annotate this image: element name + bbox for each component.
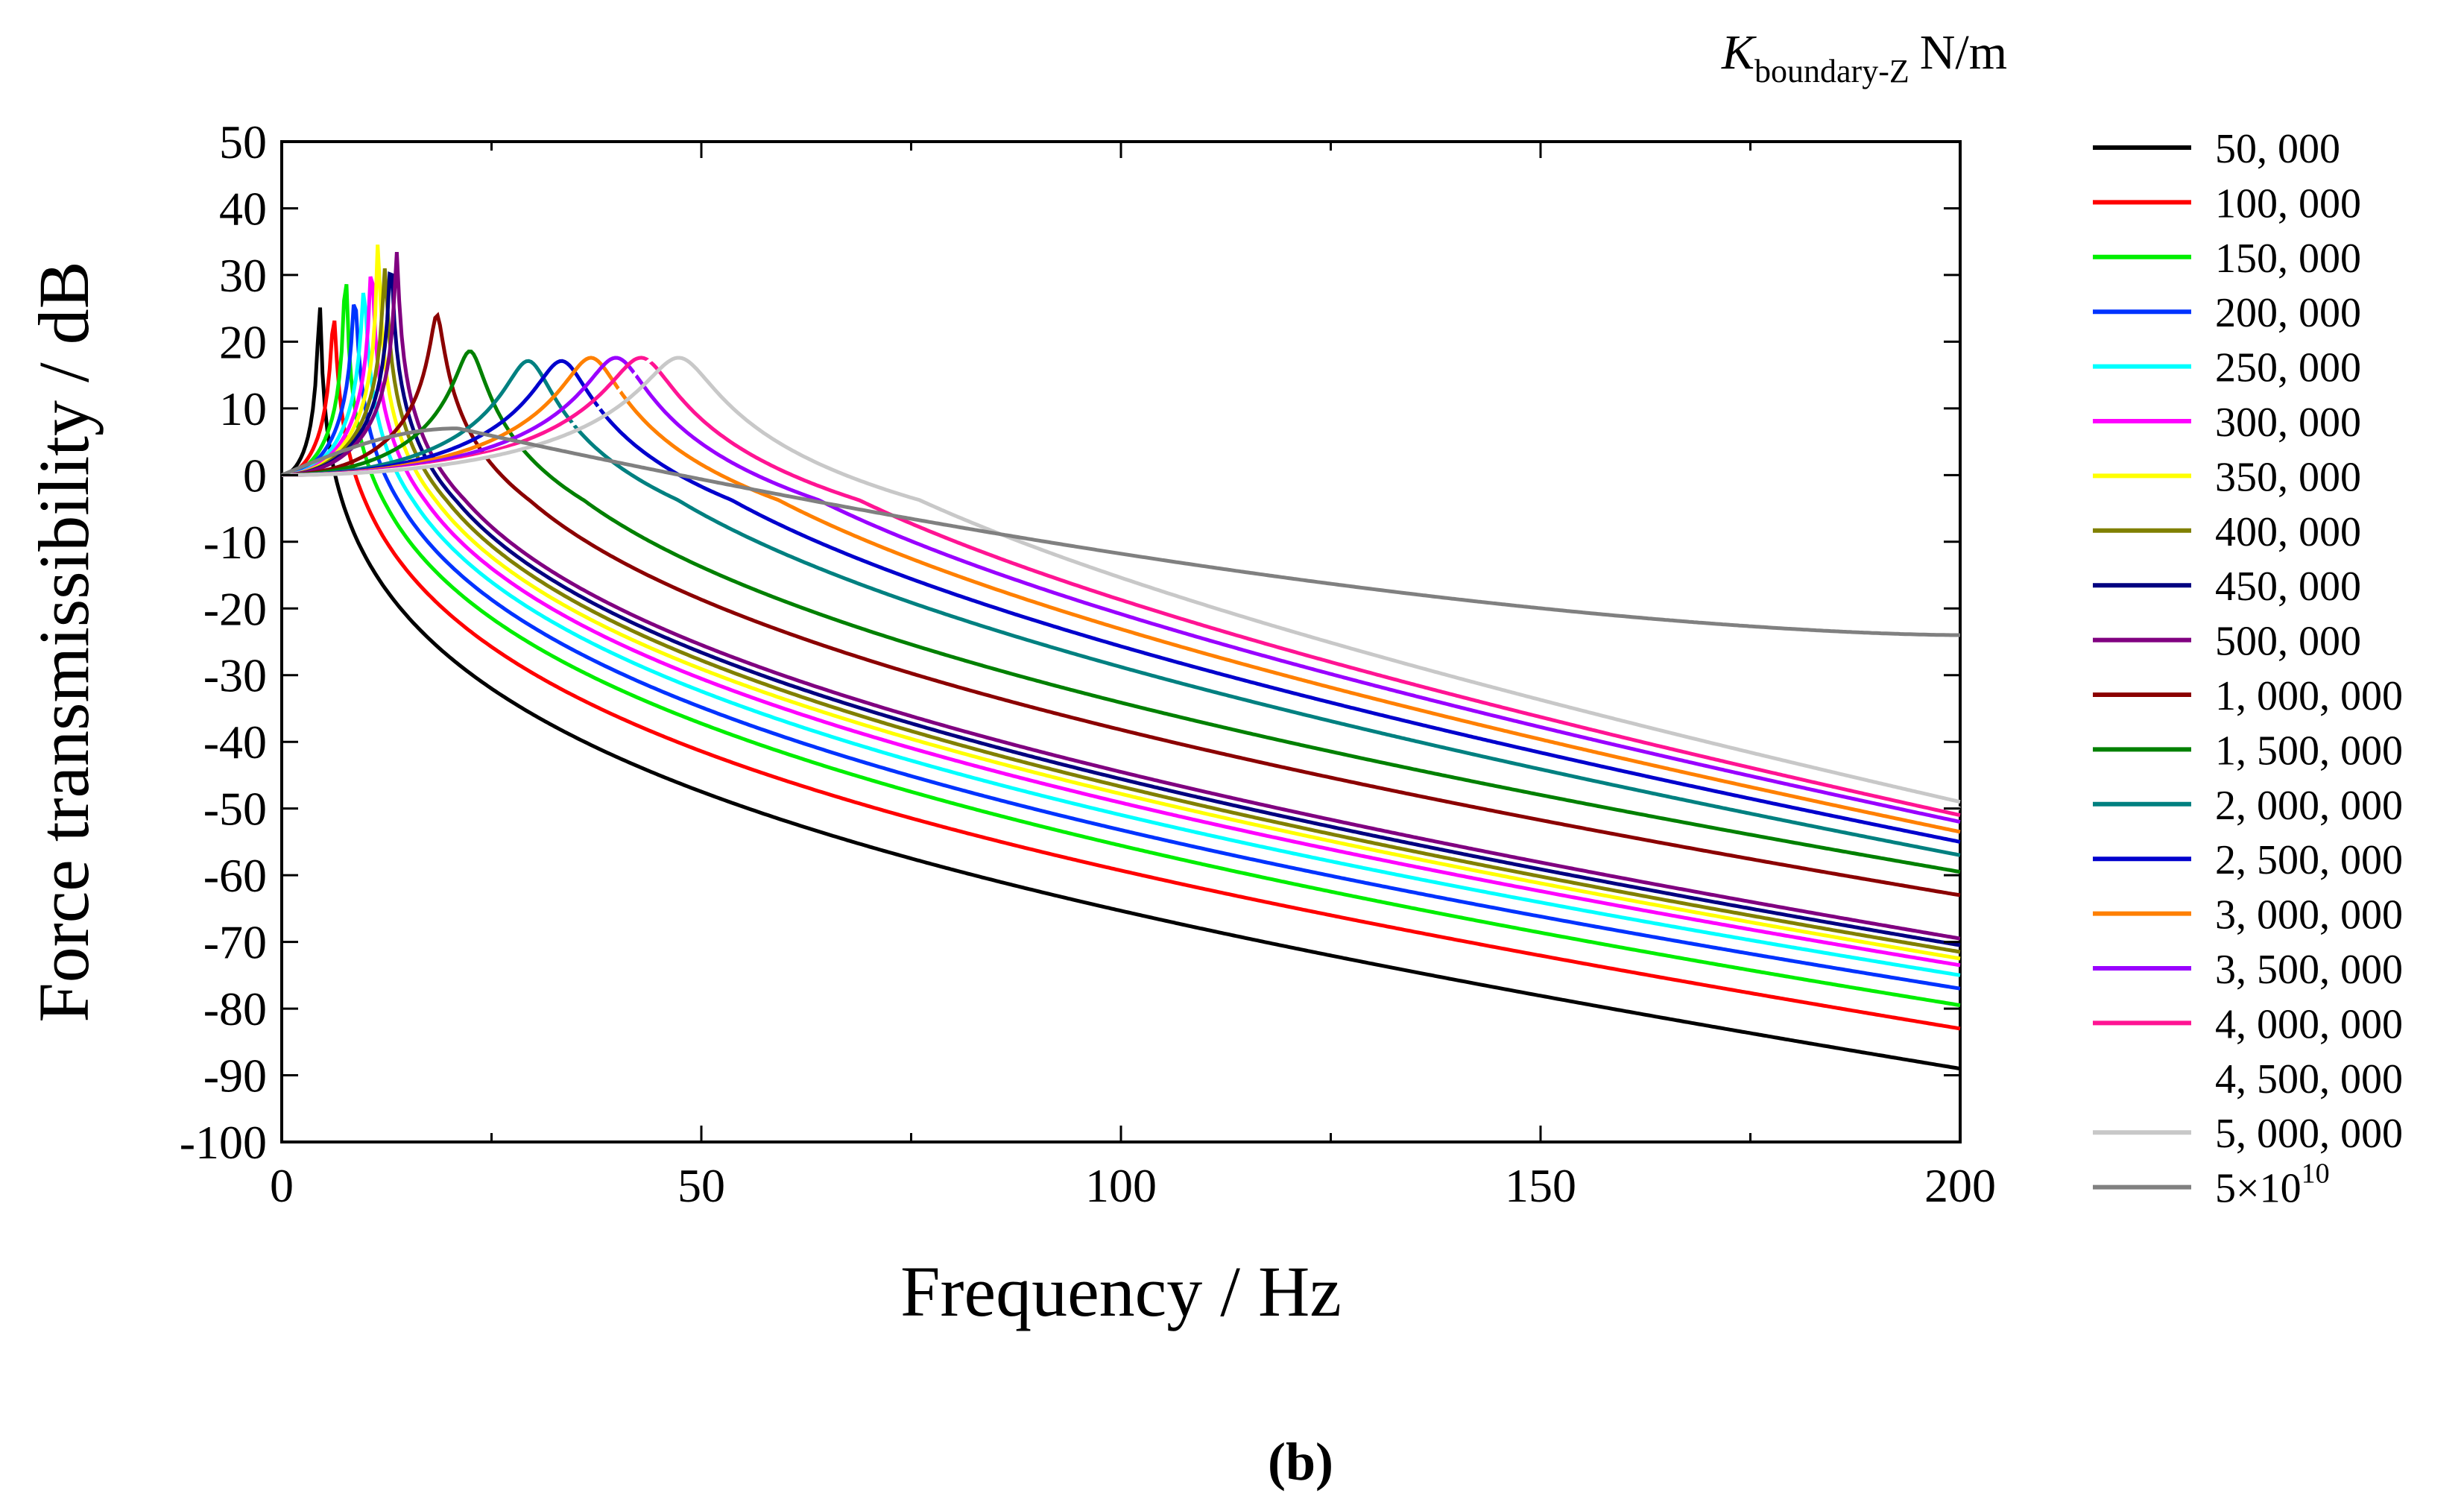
- x-tick-label: 100: [1085, 1159, 1157, 1212]
- legend-label-4: 250, 000: [2215, 345, 2361, 391]
- legend-label-10: 1, 000, 000: [2215, 673, 2403, 719]
- series-line-1: [281, 320, 1961, 1031]
- legend-label-1: 100, 000: [2215, 180, 2361, 227]
- legend-label-13: 2, 500, 000: [2215, 837, 2403, 883]
- y-tick-label: -30: [203, 649, 267, 702]
- series-line-9: [282, 251, 1961, 941]
- legend-title: Kboundary-Z N/m: [1721, 25, 2007, 89]
- y-tick-label: 30: [219, 249, 267, 302]
- plot-frame: [280, 140, 1962, 1143]
- series-line-16: [282, 356, 1961, 818]
- y-tick-label: -10: [203, 516, 267, 569]
- series-line-5: [282, 276, 1961, 968]
- series-line-2: [281, 284, 1961, 1008]
- legend-label-16: 4, 000, 000: [2215, 1001, 2403, 1047]
- legend-label-14: 3, 000, 000: [2215, 892, 2403, 938]
- y-tick-label: 0: [243, 449, 267, 502]
- ticks-layer: 0 50 100 150 20050403020100-10-20-30-40-50-6…: [180, 116, 1996, 1212]
- series-layer: [281, 244, 1961, 1071]
- legend-label-11: 1, 500, 000: [2215, 728, 2403, 774]
- series-line-17: [282, 356, 1961, 811]
- legend-title-symbol: K: [1721, 25, 1757, 80]
- series-line-3: [281, 303, 1961, 991]
- y-tick-label: -70: [203, 916, 267, 969]
- legend-label-8: 450, 000: [2215, 564, 2361, 610]
- y-tick-label: -90: [203, 1050, 267, 1102]
- legend-label-17: 4, 500, 000: [2215, 1056, 2403, 1102]
- y-tick-label: 20: [219, 315, 267, 368]
- legend-label-superscript: 10: [2302, 1158, 2330, 1190]
- legend-label-6: 350, 000: [2215, 454, 2361, 500]
- legend: 50, 000 100, 000 150, 000 200, 000 250, 000 3…: [2093, 126, 2403, 1212]
- y-tick-label: -80: [203, 982, 267, 1035]
- series-line-10: [282, 312, 1961, 897]
- y-axis-title: Force transmissibility / dB: [24, 261, 104, 1022]
- series-line-18: [282, 356, 1961, 804]
- x-tick-label: 150: [1505, 1159, 1576, 1212]
- x-axis-title: Frequency / Hz: [900, 1252, 1342, 1331]
- y-tick-label: 40: [219, 182, 267, 235]
- series-line-7: [282, 268, 1961, 954]
- series-line-15: [282, 356, 1961, 824]
- series-line-6: [282, 244, 1961, 961]
- y-tick-label: 10: [219, 382, 267, 435]
- legend-label-9: 500, 000: [2215, 619, 2361, 665]
- series-line-11: [282, 349, 1961, 874]
- y-tick-label: 50: [219, 116, 267, 168]
- x-tick-label: 0: [270, 1159, 294, 1212]
- series-line-19: [281, 426, 1961, 637]
- legend-label-15: 3, 500, 000: [2215, 947, 2403, 993]
- x-tick-label: 200: [1924, 1159, 1996, 1212]
- legend-title-unit: N/m: [1920, 25, 2007, 80]
- series-line-4: [282, 292, 1961, 977]
- y-tick-label: -60: [203, 849, 267, 902]
- series-line-0: [281, 307, 1961, 1071]
- legend-label-3: 200, 000: [2215, 290, 2361, 336]
- legend-label-19: 5×1010: [2215, 1158, 2330, 1212]
- series-line-8: [282, 271, 1961, 947]
- legend-label-5: 300, 000: [2215, 400, 2361, 446]
- legend-label-0: 50, 000: [2215, 126, 2340, 172]
- legend-label-7: 400, 000: [2215, 509, 2361, 555]
- figure-caption: (b): [1268, 1432, 1333, 1492]
- legend-title-subscript: boundary-Z: [1754, 53, 1909, 89]
- y-tick-label: -100: [180, 1116, 267, 1169]
- legend-label-18: 5, 000, 000: [2215, 1111, 2403, 1157]
- y-tick-label: -40: [203, 716, 267, 769]
- x-tick-label: 50: [677, 1159, 725, 1212]
- y-tick-label: -50: [203, 783, 267, 836]
- series-line-13: [282, 359, 1961, 844]
- series-line-14: [282, 356, 1961, 834]
- legend-label-2: 150, 000: [2215, 236, 2361, 282]
- y-tick-label: -20: [203, 582, 267, 635]
- legend-label-12: 2, 000, 000: [2215, 783, 2403, 829]
